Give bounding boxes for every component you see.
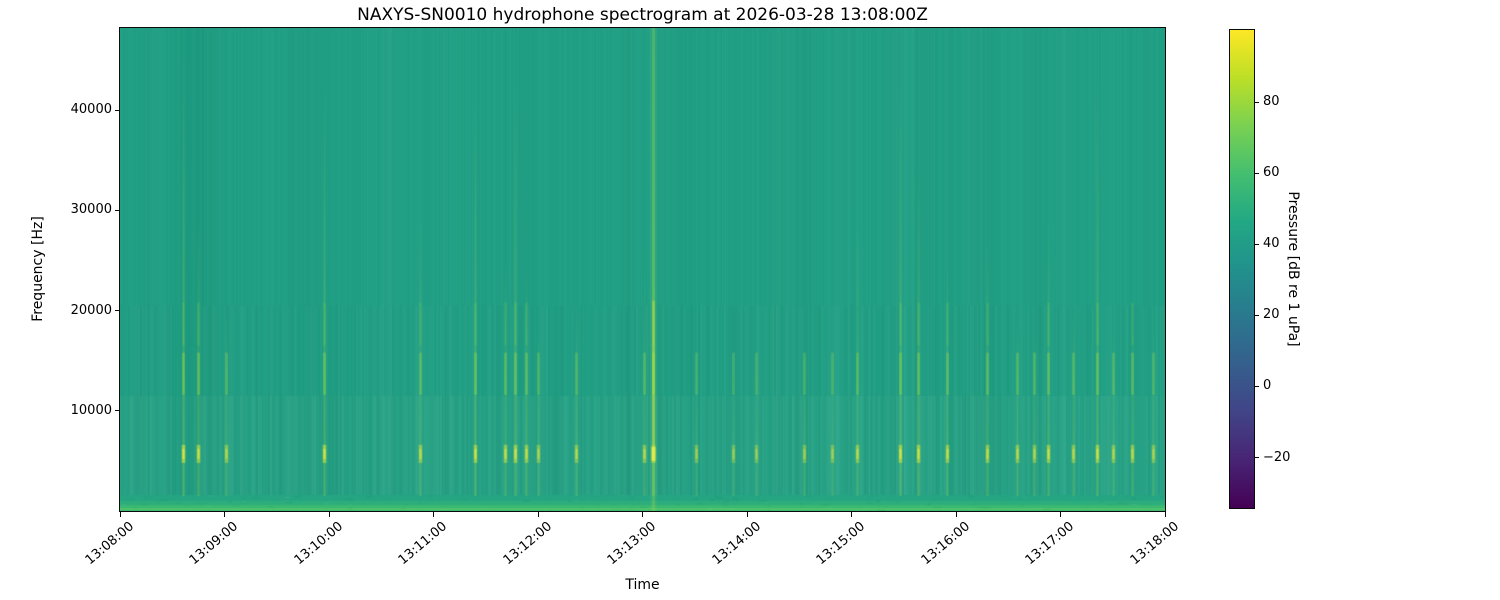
colorbar xyxy=(1229,29,1255,509)
x-axis-label: Time xyxy=(625,577,660,593)
colorbar-tick-label: 20 xyxy=(1263,307,1280,323)
colorbar-label: Pressure [dB re 1 uPa] xyxy=(1285,191,1301,347)
x-tick-label: 13:12:00 xyxy=(500,519,555,569)
y-tick-mark xyxy=(115,410,120,412)
x-tick-label: 13:18:00 xyxy=(1127,519,1182,569)
colorbar-tick-mark xyxy=(1255,101,1259,103)
x-tick-mark xyxy=(1164,512,1166,517)
y-tick-label: 30000 xyxy=(70,202,112,218)
colorbar-tick-mark xyxy=(1255,172,1259,174)
x-tick-mark xyxy=(1060,512,1061,517)
plot-area xyxy=(119,27,1166,512)
x-tick-label: 13:13:00 xyxy=(604,519,660,569)
x-tick-label: 13:17:00 xyxy=(1022,519,1078,569)
y-tick-mark xyxy=(115,310,120,312)
x-tick-mark xyxy=(537,512,539,517)
y-tick-mark xyxy=(115,209,120,211)
x-tick-mark xyxy=(955,512,957,517)
colorbar-tick-mark xyxy=(1255,457,1259,459)
x-tick-label: 13:08:00 xyxy=(82,519,137,569)
x-tick-label: 13:16:00 xyxy=(918,519,973,569)
colorbar-tick-label: 80 xyxy=(1263,94,1280,110)
colorbar-tick-mark xyxy=(1255,243,1259,245)
x-tick-mark xyxy=(642,512,643,517)
y-tick-label: 40000 xyxy=(70,102,112,118)
x-tick-mark xyxy=(328,512,330,517)
x-tick-label: 13:15:00 xyxy=(813,519,869,569)
colorbar-tick-label: −20 xyxy=(1263,449,1291,465)
y-axis-label: Frequency [Hz] xyxy=(30,216,46,322)
x-tick-label: 13:14:00 xyxy=(709,519,764,569)
x-tick-mark xyxy=(224,512,225,517)
y-tick-mark xyxy=(115,109,120,111)
colorbar-tick-label: 60 xyxy=(1263,165,1280,181)
x-tick-mark xyxy=(119,512,121,517)
spectrogram-canvas xyxy=(120,28,1165,511)
colorbar-tick-mark xyxy=(1255,314,1259,316)
x-tick-mark xyxy=(433,512,434,517)
colorbar-tick-mark xyxy=(1255,385,1259,387)
colorbar-tick-label: 0 xyxy=(1263,378,1272,394)
x-tick-mark xyxy=(851,512,852,517)
x-tick-label: 13:10:00 xyxy=(291,519,346,569)
x-tick-label: 13:09:00 xyxy=(186,519,242,569)
colorbar-tick-label: 40 xyxy=(1263,236,1280,252)
chart-title: NAXYS-SN0010 hydrophone spectrogram at 2… xyxy=(357,5,928,25)
x-tick-mark xyxy=(746,512,748,517)
y-tick-label: 10000 xyxy=(70,402,112,418)
x-tick-label: 13:11:00 xyxy=(395,519,451,569)
y-tick-label: 20000 xyxy=(70,302,112,318)
